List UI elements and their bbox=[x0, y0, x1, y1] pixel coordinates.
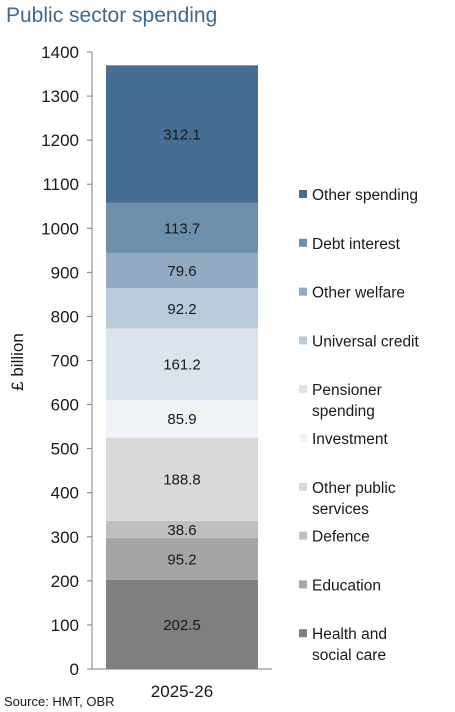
legend-label: Other public services bbox=[312, 480, 396, 518]
bar-segment bbox=[106, 579, 258, 669]
bar-segment bbox=[106, 520, 258, 538]
legend-label: Investment bbox=[312, 431, 389, 448]
y-tick-label: 900 bbox=[51, 263, 79, 282]
legend-swatch bbox=[299, 580, 307, 589]
y-tick-label: 200 bbox=[51, 572, 79, 591]
bar-segment-label: 188.8 bbox=[163, 472, 201, 489]
legend-label: Defence bbox=[312, 529, 370, 546]
y-tick-label: 0 bbox=[70, 660, 79, 679]
legend-swatch bbox=[299, 629, 307, 638]
y-tick-label: 1300 bbox=[41, 87, 79, 106]
y-tick-label: 600 bbox=[51, 396, 79, 415]
bar-segment bbox=[106, 399, 258, 438]
legend-swatch bbox=[299, 482, 307, 491]
legend-label: Education bbox=[312, 577, 381, 594]
y-tick-label: 1200 bbox=[41, 131, 79, 150]
y-tick-label: 1100 bbox=[42, 175, 79, 194]
legend-label: Universal credit bbox=[312, 333, 420, 350]
legend-label: Debt interest bbox=[312, 236, 401, 253]
y-tick-label: 700 bbox=[51, 352, 79, 371]
bar-segment bbox=[106, 252, 258, 289]
bar-segment-label: 202.5 bbox=[163, 617, 201, 634]
legend-swatch bbox=[299, 238, 307, 247]
legend-swatch bbox=[299, 531, 307, 540]
y-tick-label: 1000 bbox=[41, 219, 79, 238]
y-tick-label: 500 bbox=[51, 440, 79, 459]
bar-segment-label: 312.1 bbox=[163, 127, 201, 144]
y-axis-title: £ billion bbox=[8, 333, 27, 391]
bar-segment-label: 38.6 bbox=[167, 522, 196, 539]
bar-segment-label: 85.9 bbox=[167, 411, 196, 428]
y-tick-label: 400 bbox=[51, 484, 79, 503]
bar-segment-label: 113.7 bbox=[164, 220, 200, 237]
bar-segment bbox=[106, 202, 258, 253]
y-tick-label: 300 bbox=[51, 528, 79, 547]
bar-segment bbox=[106, 328, 258, 400]
legend-label: Other spending bbox=[312, 187, 418, 204]
bar-segment-label: 161.2 bbox=[163, 357, 201, 374]
legend-swatch bbox=[299, 190, 307, 198]
legend-label: Pensioner spending bbox=[312, 382, 382, 420]
y-tick-label: 100 bbox=[51, 616, 79, 635]
bar-segment-label: 79.6 bbox=[167, 263, 196, 280]
y-tick-label: 1400 bbox=[41, 43, 79, 62]
chart-title: Public sector spending bbox=[6, 4, 218, 27]
bar-segment bbox=[106, 437, 258, 521]
bar-segment bbox=[106, 537, 258, 580]
legend-swatch bbox=[299, 434, 307, 442]
bar-segment bbox=[106, 288, 258, 329]
legend-label: Other welfare bbox=[312, 285, 405, 302]
bar-segment-label: 92.2 bbox=[167, 301, 196, 318]
y-tick-label: 800 bbox=[51, 307, 79, 326]
legend-swatch bbox=[299, 336, 307, 345]
bar-segment-label: 95.2 bbox=[167, 551, 196, 568]
bar-segment bbox=[106, 65, 258, 203]
x-tick-label: 2025-26 bbox=[151, 682, 213, 701]
legend-swatch bbox=[299, 385, 307, 394]
legend-swatch bbox=[299, 287, 307, 296]
legend-label: Health and social care bbox=[312, 626, 387, 664]
source-note: Source: HMT, OBR bbox=[4, 694, 115, 709]
